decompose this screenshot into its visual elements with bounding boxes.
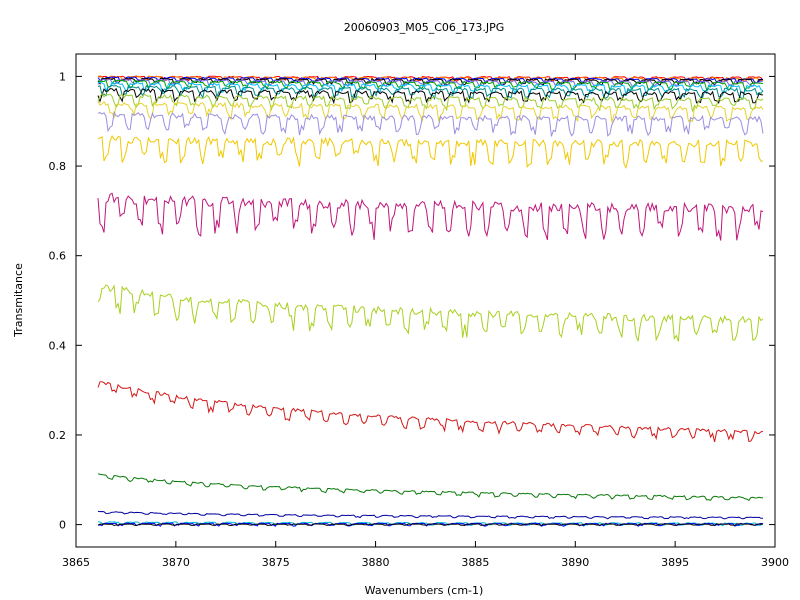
x-tick-label: 3880: [362, 556, 390, 569]
series-line: [97, 523, 764, 527]
series-line: [97, 510, 764, 520]
x-tick-label: 3875: [262, 556, 290, 569]
series-line: [97, 75, 764, 82]
series-line: [97, 284, 764, 342]
series-line: [97, 473, 763, 502]
y-tick-label: 0.4: [49, 339, 67, 352]
x-tick-label: 3885: [461, 556, 489, 569]
x-tick-label: 3890: [561, 556, 589, 569]
y-axis-ticks: 0 0.2 0.4 0.6 0.8 1: [49, 70, 775, 532]
y-tick-label: 0.6: [49, 250, 67, 263]
series-line: [97, 192, 764, 241]
series-lines: [97, 75, 764, 527]
series-line: [97, 87, 764, 105]
plot-frame: [75, 53, 776, 548]
x-tick-label: 3865: [62, 556, 90, 569]
x-tick-label: 3895: [661, 556, 689, 569]
series-line: [97, 81, 764, 96]
x-tick-label: 3870: [162, 556, 190, 569]
chart-title: 20060903_M05_C06_173.JPG: [344, 21, 505, 34]
series-line: [97, 77, 764, 86]
series-line: [97, 135, 764, 170]
x-axis-ticks: 3865 3870 3875 3880 3885 3890 3895 3900: [62, 54, 789, 569]
y-tick-label: 0.2: [49, 429, 67, 442]
y-tick-label: 1: [59, 70, 66, 83]
x-axis-title: Wavenumbers (cm-1): [365, 584, 484, 597]
y-axis-title: Transmitance: [12, 263, 25, 338]
series-line: [97, 110, 764, 137]
series-line: [97, 381, 764, 443]
y-tick-label: 0.8: [49, 160, 67, 173]
series-line: [97, 92, 764, 112]
series-line: [97, 84, 764, 101]
y-tick-label: 0: [59, 519, 66, 532]
x-tick-label: 3900: [761, 556, 789, 569]
